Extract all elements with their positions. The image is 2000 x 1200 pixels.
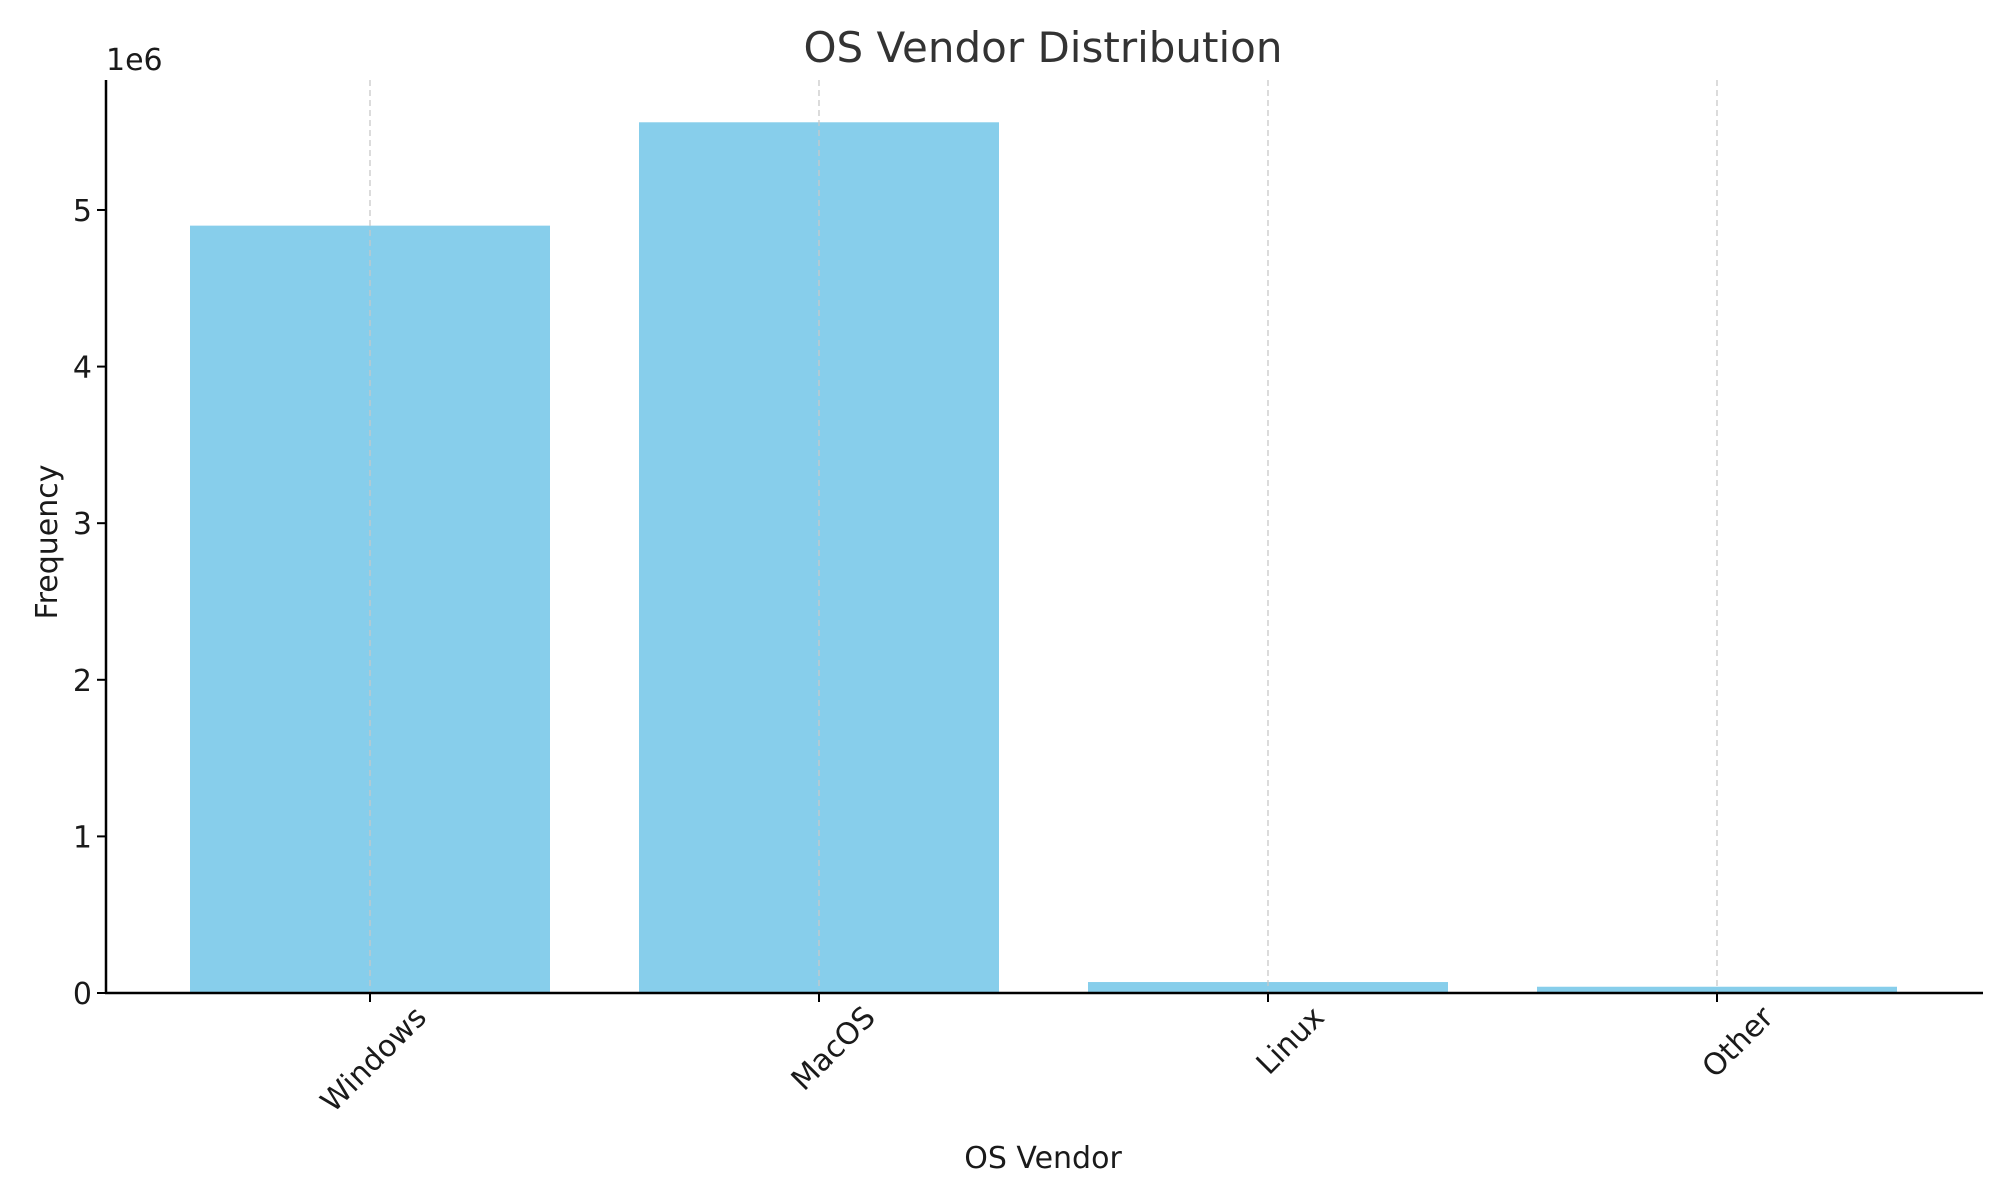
y-offset-label: 1e6 <box>106 43 163 78</box>
y-tick-label: 4 <box>73 351 92 386</box>
y-tick-label: 2 <box>73 664 92 699</box>
y-ticks: 0 1 2 3 4 5 <box>73 194 106 1012</box>
chart-title: OS Vendor Distribution <box>803 23 1282 72</box>
x-axis-title: OS Vendor <box>964 1141 1122 1176</box>
grid-lines <box>369 80 1718 993</box>
x-tick-label-linux: Linux <box>1250 1000 1332 1082</box>
x-tick-label-macos: MacOS <box>785 1000 883 1098</box>
y-tick-label: 0 <box>73 977 92 1012</box>
x-ticks: Windows MacOS Linux Other <box>314 993 1781 1119</box>
axes <box>104 80 1983 995</box>
y-tick-label: 5 <box>73 194 92 229</box>
bars <box>190 122 1897 994</box>
bar-linux <box>1088 982 1448 993</box>
y-tick-label: 3 <box>73 507 92 542</box>
x-tick-label-windows: Windows <box>314 1000 433 1119</box>
bar-macos <box>639 122 999 993</box>
y-axis-title: Frequency <box>30 465 65 620</box>
bar-other <box>1537 986 1897 993</box>
y-tick-label: 1 <box>73 820 92 855</box>
x-tick-label-other: Other <box>1696 999 1781 1084</box>
